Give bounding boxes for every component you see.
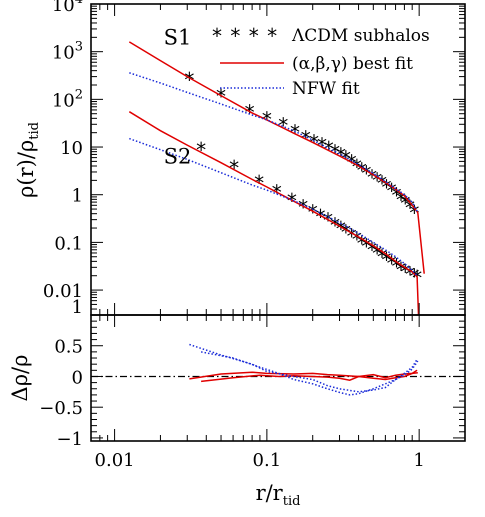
annotation-s2: S2 [164,145,192,169]
profile-star-point: * [400,260,410,284]
profile-star-point: * [216,85,226,109]
profile-star-point: * [196,138,206,162]
profile-star-point: * [361,235,371,259]
y-tick-label-base: 1 [72,186,83,207]
residual-panel [90,314,466,442]
x-tick-label: 0.1 [253,450,282,471]
annotation-s1: S1 [164,26,192,50]
legend-label-best-fit: (α,β,γ) best fit [292,54,413,74]
legend-marker-stars: * * * * [212,24,278,48]
y-tick-label: −0.5 [39,398,83,419]
y-tick-label: 1 [72,297,83,318]
profile-bestfit-line [128,111,420,316]
y-tick-label: 10 [60,138,83,159]
profile-star-point: * [245,100,255,124]
profile-star-point: * [400,192,410,216]
profile-star-point: * [352,155,362,179]
profile-star-point: * [392,183,402,207]
legend-label-subhalos: ΛCDM subhalos [291,26,430,46]
profile-star-point: * [405,196,415,220]
x-axis-label-main: r/r [256,481,284,505]
y-tick-label: 0 [72,367,83,388]
profile-star-point: * [330,213,340,237]
y-tick-label: 102 [52,87,83,111]
profile-star-point: * [317,134,327,158]
profile-nfw-line [129,72,419,214]
profile-star-point: * [396,188,406,212]
x-tick-label: 0.01 [95,450,135,471]
profile-star-point: * [377,172,387,196]
profile-star-point: * [184,68,194,92]
profile-star-point: * [229,156,239,180]
profile-star-point: * [387,251,397,275]
profile-star-point: * [409,265,419,289]
profile-star-point: * [381,175,391,199]
bottom-panel-frame [90,314,466,442]
legend-label-nfw: NFW fit [292,79,360,99]
top-y-axis-label-sub: tid [27,122,42,140]
residual-nfw-line [200,351,418,396]
y-tick-label-base: 10 [52,90,75,111]
profile-star-point: * [336,143,346,167]
profile-star-point: * [298,196,308,220]
y-tick-label: 104 [52,0,83,16]
profile-star-point: * [290,121,300,145]
profile-star-point: * [392,254,402,278]
y-tick-label-base: 0.01 [43,281,83,302]
legend: * * * * ΛCDM subhalos (α,β,γ) best fit N… [212,24,430,99]
y-tick-label: 103 [52,40,83,64]
profile-star-point: * [341,220,351,244]
profile-star-point: * [330,140,340,164]
profile-star-point: * [323,209,333,233]
x-tick-label: 1 [413,450,424,471]
profile-star-point: * [377,245,387,269]
x-axis-label: r/rtid [256,481,301,509]
top-y-axis-label: ρ(r)/ρtid [14,122,42,198]
y-tick-label-base: 10 [52,0,75,16]
profile-star-point: * [341,146,351,170]
y-tick-label: 1 [72,186,83,207]
y-tick-label: 0.5 [54,337,83,358]
x-axis-label-sub: tid [283,494,301,509]
profile-star-point: * [336,217,346,241]
profile-star-point: * [352,228,362,252]
residual-bestfit-line [201,369,418,383]
profile-star-point: * [372,168,382,192]
y-tick-label: 0.1 [54,233,83,254]
y-tick-label: −1 [56,429,83,450]
y-tick-label-base: 1 [72,297,83,318]
profile-nfw-line [129,137,418,277]
profile-star-point: * [409,201,419,225]
y-tick-label-exponent: 3 [75,40,83,55]
residual-nfw-line [189,343,419,393]
residual-bestfit-line [189,371,418,380]
profile-star-point: * [347,224,357,248]
y-tick-label-exponent: 2 [75,87,83,102]
y-tick-label-base: 0.1 [54,233,83,254]
bottom-y-axis-label: Δρ/ρ [8,355,32,402]
profile-star-point: * [367,166,377,190]
y-tick-label: 0.01 [43,281,83,302]
y-tick-label-base: 10 [60,138,83,159]
profile-star-point: * [361,162,371,186]
y-tick-label-base: 10 [52,43,75,64]
profile-star-point: * [287,189,297,213]
profile-star-point: * [357,158,367,182]
density-profile-panel: *** * * * ************************ * * * *******… [90,3,466,316]
profile-star-point: * [278,113,288,137]
profile-star-point: * [316,205,326,229]
y-tick-label-exponent: 4 [75,0,83,7]
profile-star-point: * [357,231,367,255]
profile-star-point: * [405,263,415,287]
profile-star-point: * [381,248,391,272]
profile-star-point: * [372,241,382,265]
profile-star-point: * [396,258,406,282]
top-y-axis-label-main: ρ(r)/ρ [14,140,38,198]
profile-star-point: * [367,238,377,262]
profile-star-point: * [387,179,397,203]
profile-star-point: * [308,201,318,225]
profile-bestfit-line [128,41,425,274]
